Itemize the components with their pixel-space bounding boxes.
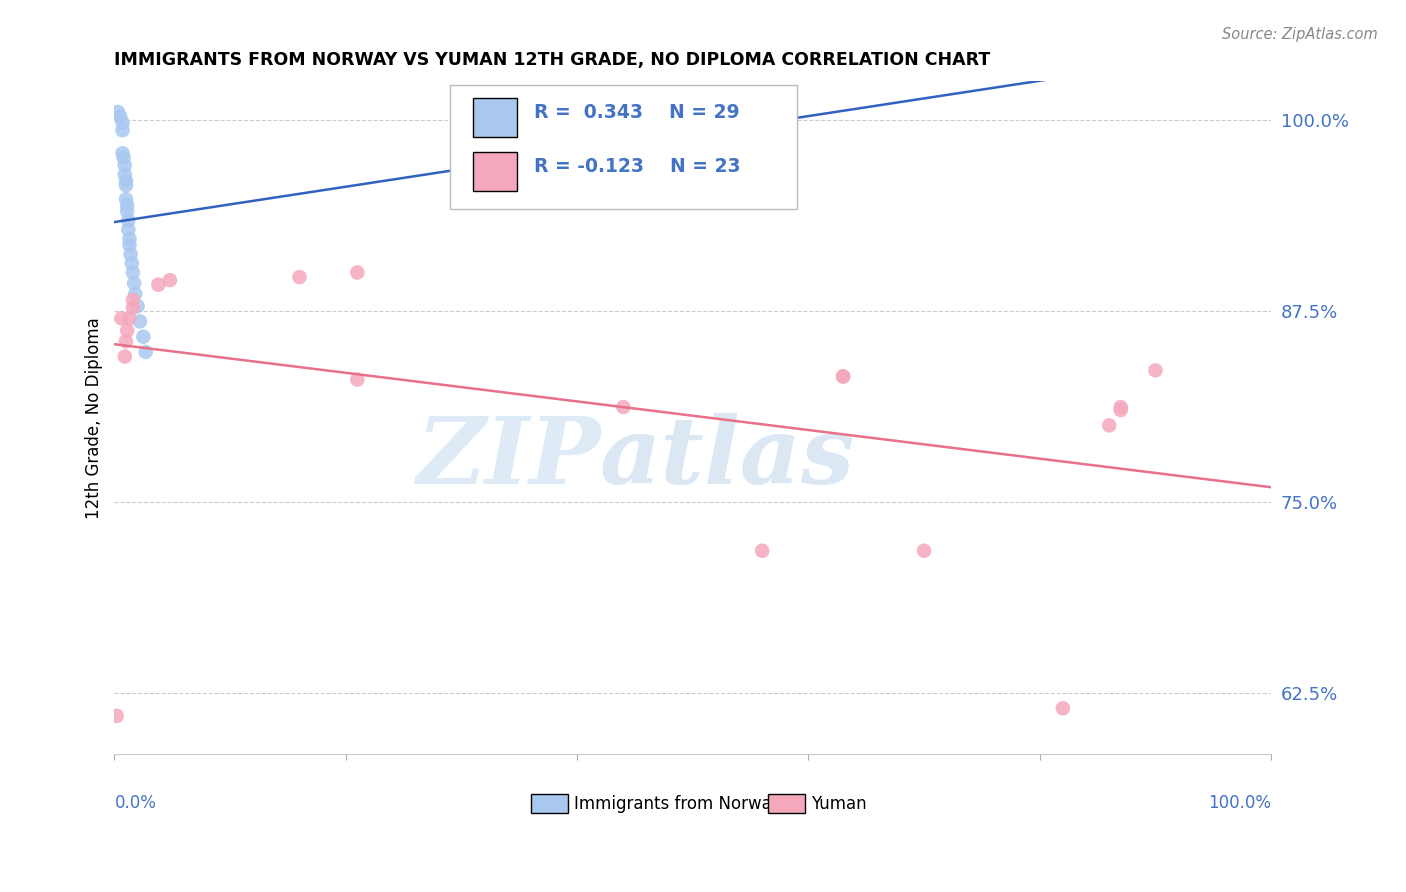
Point xyxy=(159,273,181,287)
Text: R =  0.343    N = 29: R = 0.343 N = 29 xyxy=(534,103,740,122)
Point xyxy=(912,543,935,558)
Point xyxy=(1098,418,1121,433)
Text: ZIP: ZIP xyxy=(416,413,600,503)
Point xyxy=(450,186,472,200)
Point xyxy=(117,222,139,236)
Point xyxy=(115,198,138,212)
Point xyxy=(114,158,136,172)
Text: Yuman: Yuman xyxy=(811,795,866,813)
Text: IMMIGRANTS FROM NORWAY VS YUMAN 12TH GRADE, NO DIPLOMA CORRELATION CHART: IMMIGRANTS FROM NORWAY VS YUMAN 12TH GRA… xyxy=(114,51,991,69)
Point xyxy=(135,345,157,359)
Point xyxy=(832,369,855,384)
Point xyxy=(346,265,368,279)
Point xyxy=(115,334,138,349)
Point xyxy=(132,329,155,343)
Point xyxy=(108,110,131,124)
Point xyxy=(288,270,311,285)
Point xyxy=(118,311,141,326)
FancyBboxPatch shape xyxy=(531,795,568,814)
Text: R = -0.123    N = 23: R = -0.123 N = 23 xyxy=(534,157,741,177)
FancyBboxPatch shape xyxy=(472,98,517,137)
Point xyxy=(110,311,132,326)
Point xyxy=(751,543,773,558)
Point xyxy=(112,151,135,165)
Point xyxy=(115,178,138,193)
Text: Source: ZipAtlas.com: Source: ZipAtlas.com xyxy=(1222,27,1378,42)
Point xyxy=(832,369,855,384)
Point xyxy=(682,115,704,129)
Point xyxy=(111,146,134,161)
Point xyxy=(127,299,149,313)
Point xyxy=(117,213,139,227)
Point xyxy=(120,247,142,261)
Point xyxy=(122,276,145,290)
Point xyxy=(128,314,150,328)
Y-axis label: 12th Grade, No Diploma: 12th Grade, No Diploma xyxy=(86,317,103,518)
Point xyxy=(346,372,368,386)
Point xyxy=(115,204,138,219)
Point xyxy=(1109,403,1132,417)
Point xyxy=(122,301,145,315)
Point xyxy=(114,168,136,182)
Point xyxy=(122,293,145,307)
Point xyxy=(583,112,606,127)
Point xyxy=(612,400,634,414)
Point xyxy=(148,277,170,292)
Point xyxy=(118,238,141,252)
FancyBboxPatch shape xyxy=(450,85,797,209)
FancyBboxPatch shape xyxy=(768,795,806,814)
Text: atlas: atlas xyxy=(600,413,855,503)
Point xyxy=(111,115,134,129)
Point xyxy=(105,709,128,723)
Point xyxy=(115,192,138,206)
Point xyxy=(124,286,146,301)
Text: 100.0%: 100.0% xyxy=(1208,795,1271,813)
Point xyxy=(1144,363,1167,377)
Point xyxy=(118,232,141,246)
Point xyxy=(1052,701,1074,715)
Point xyxy=(122,265,145,279)
Point xyxy=(115,174,138,188)
Point xyxy=(115,324,138,338)
Point xyxy=(121,256,143,270)
Text: 0.0%: 0.0% xyxy=(114,795,156,813)
Text: Immigrants from Norway: Immigrants from Norway xyxy=(574,795,782,813)
Point xyxy=(111,123,134,137)
Point xyxy=(1109,400,1132,414)
Point xyxy=(114,350,136,364)
FancyBboxPatch shape xyxy=(472,152,517,191)
Point xyxy=(107,104,129,119)
